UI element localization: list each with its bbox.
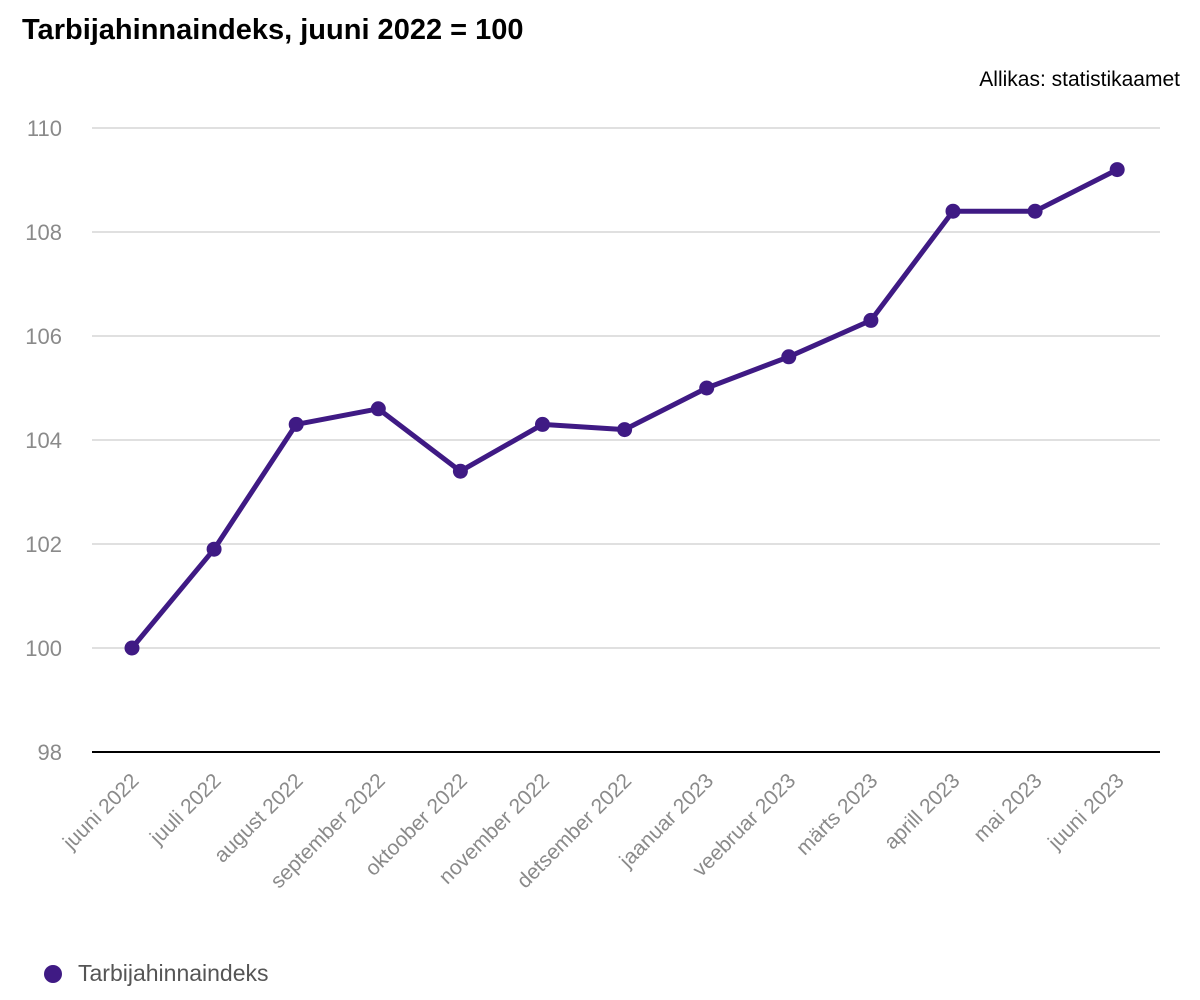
gridlines xyxy=(92,127,1160,753)
y-tick-label: 100 xyxy=(25,636,62,661)
x-tick-label: juuni 2023 xyxy=(1043,769,1129,855)
y-tick-label: 98 xyxy=(38,740,62,765)
data-point xyxy=(699,380,715,396)
legend-label: Tarbijahinnaindeks xyxy=(78,960,269,986)
y-tick-labels: 98 100 102 104 106 108 110 xyxy=(25,116,62,765)
x-tick-label: aprill 2023 xyxy=(880,769,965,854)
y-tick-label: 106 xyxy=(25,324,62,349)
chart-title: Tarbijahinnaindeks, juuni 2022 = 100 xyxy=(22,14,524,46)
data-point xyxy=(535,416,550,432)
data-point xyxy=(288,416,304,432)
legend-marker-icon xyxy=(44,964,62,983)
data-point xyxy=(370,401,386,417)
series-layer xyxy=(124,162,1125,656)
data-point xyxy=(945,203,961,219)
x-tick-label: juuli 2022 xyxy=(145,769,226,850)
series-line xyxy=(129,167,1120,651)
x-tick-label: juuni 2022 xyxy=(58,769,144,855)
data-point xyxy=(124,640,140,656)
y-tick-label: 108 xyxy=(25,220,62,245)
data-point xyxy=(452,463,468,479)
chart-source: Allikas: statistikaamet xyxy=(979,68,1180,91)
x-tick-label: mai 2023 xyxy=(969,769,1046,846)
y-tick-label: 104 xyxy=(25,428,62,453)
x-tick-label: märts 2023 xyxy=(792,769,883,860)
data-point xyxy=(617,422,633,438)
y-tick-label: 110 xyxy=(27,116,62,141)
data-point xyxy=(1027,203,1043,219)
legend: Tarbijahinnaindeks xyxy=(44,960,269,987)
data-point xyxy=(863,312,879,328)
y-tick-label: 102 xyxy=(25,532,62,557)
data-point xyxy=(781,349,797,365)
data-point xyxy=(1109,162,1125,178)
data-point xyxy=(206,541,222,557)
